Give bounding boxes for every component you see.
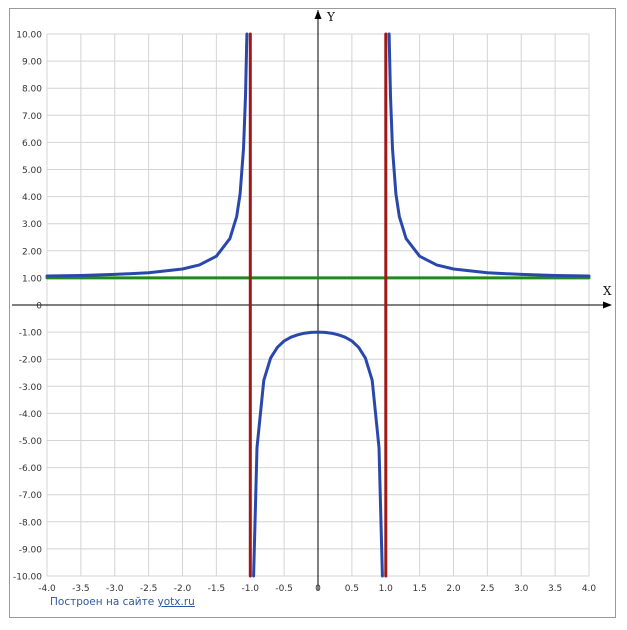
credit-link[interactable]: yotx.ru [157,596,195,608]
y-tick-label: 1.00 [22,274,42,284]
y-tick-label: 6.00 [22,139,42,149]
y-tick-label: -4.00 [19,410,43,420]
tick-labels: -4.0 -3.5 -3.0 -2.5 -2.0 -1.5 -1.0 -0.5 0 0.5 1.0 1… [13,31,596,595]
x-tick-label: 2.0 [446,584,461,594]
x-tick-label: -0.5 [275,584,293,594]
x-tick-label: 3.0 [514,584,529,594]
y-tick-label: 3.00 [22,220,42,230]
y-tick-label: -6.00 [19,464,43,474]
x-tick-label: 2.5 [480,584,494,594]
axes: X Y [12,10,612,590]
y-tick-label: 7.00 [22,112,42,122]
y-tick-label: -10.00 [13,573,42,583]
y-tick-label: 4.00 [22,193,42,203]
credit-text: Построен на сайте [50,596,158,608]
site-credit: Построен на сайте yotx.ru [50,596,195,608]
x-axis-arrow-icon [603,301,612,309]
y-tick-label: 8.00 [22,85,42,95]
chart-frame [9,8,616,618]
x-tick-label: -1.5 [208,584,226,594]
y-tick-label: 0 [36,302,42,312]
x-tick-label: 1.5 [412,584,426,594]
function-curve-branch [252,330,384,578]
y-tick-label: -5.00 [19,437,43,447]
x-tick-label: 4.0 [582,584,597,594]
x-tick-label: -3.5 [72,584,90,594]
y-tick-label: 10.00 [16,31,42,41]
x-tick-label: -3.0 [106,584,124,594]
x-tick-label: -2.5 [140,584,158,594]
x-tick-label: 1.0 [379,584,394,594]
x-tick-label: -2.0 [174,584,192,594]
x-tick-label: -4.0 [38,584,56,594]
series [45,32,591,578]
function-curve-branch [387,32,591,278]
x-tick-label: 0.5 [345,584,359,594]
x-tick-label: 3.5 [548,584,562,594]
x-tick-label: 0 [315,584,321,594]
y-tick-label: -8.00 [19,518,43,528]
y-tick-label: 5.00 [22,166,42,176]
x-tick-label: -1.0 [241,584,259,594]
function-curve-branch [45,32,249,278]
x-axis-label: X [603,284,612,298]
y-tick-label: -2.00 [19,356,43,366]
y-tick-label: 2.00 [22,247,42,257]
y-axis-label: Y [326,10,336,24]
y-tick-label: -1.00 [19,329,43,339]
y-tick-label: -3.00 [19,383,43,393]
y-tick-label: -7.00 [19,491,43,501]
y-tick-label: 9.00 [22,58,42,68]
y-tick-label: -9.00 [19,545,43,555]
y-axis-arrow-icon [314,10,322,19]
